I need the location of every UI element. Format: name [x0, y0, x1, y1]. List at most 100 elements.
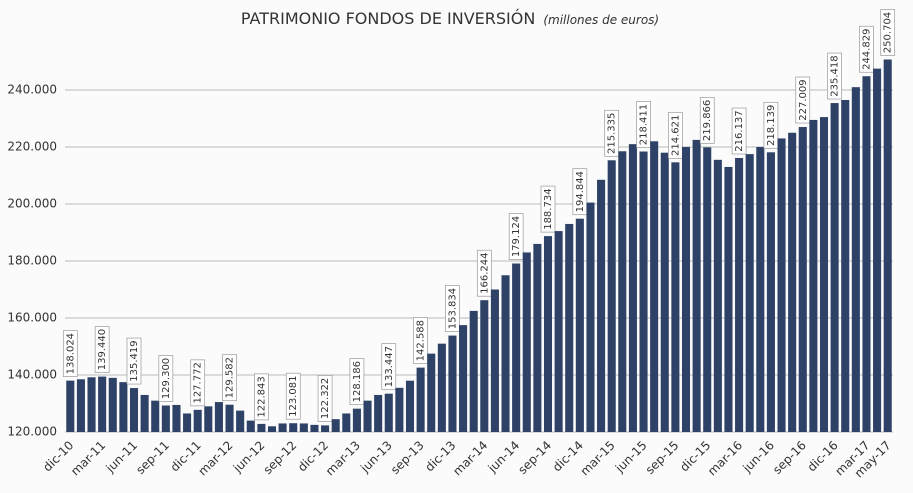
value-label: 122.322 [320, 378, 331, 419]
y-tick-label: 200.000 [7, 197, 57, 211]
bar [735, 158, 744, 432]
bar [299, 423, 308, 432]
bar [660, 152, 669, 432]
bar [873, 68, 882, 432]
value-label-box [476, 249, 492, 297]
value-label: 218.411 [639, 104, 650, 145]
value-label-box [636, 101, 651, 148]
value-label-box [763, 101, 779, 149]
bar [172, 404, 181, 432]
bar [543, 236, 553, 432]
bar [204, 406, 213, 432]
bar [225, 404, 234, 432]
value-label-box [572, 168, 588, 216]
value-label: 215.335 [607, 113, 618, 154]
value-label-box [349, 358, 365, 406]
bar [310, 424, 319, 432]
bar [480, 300, 489, 432]
bar [321, 425, 330, 432]
value-label-box [190, 359, 206, 407]
value-label: 122.843 [256, 376, 267, 417]
bar [522, 252, 531, 432]
bar [777, 138, 786, 432]
bar [246, 420, 255, 432]
bar [214, 402, 223, 432]
bar [501, 275, 510, 432]
value-label-box [508, 213, 524, 260]
bar [98, 376, 107, 432]
bar [129, 388, 139, 432]
bar [766, 152, 775, 433]
bar [289, 423, 298, 432]
bar [427, 353, 436, 432]
value-label: 129.582 [225, 357, 236, 398]
bar [108, 377, 117, 432]
value-label-box [795, 76, 811, 124]
chart-title-group: PATRIMONIO FONDOS DE INVERSIÓN (millones … [241, 9, 659, 28]
value-label: 127.772 [193, 362, 204, 403]
bar [788, 132, 797, 432]
bar [66, 380, 75, 432]
bar [140, 394, 149, 432]
bar [374, 394, 383, 432]
bar [671, 162, 680, 433]
bar [851, 87, 860, 433]
value-label: 250.704 [883, 12, 894, 53]
value-label: 216.137 [734, 110, 745, 151]
bar [437, 343, 446, 432]
value-label: 138.024 [65, 333, 76, 374]
bar [819, 117, 829, 432]
bar [352, 408, 361, 432]
x-tick-label: sep-11 [133, 438, 172, 477]
bar [331, 419, 340, 432]
bar [119, 382, 128, 432]
bar [841, 99, 850, 432]
bar [257, 423, 266, 432]
bar [76, 379, 85, 432]
value-label: 139.440 [97, 329, 108, 370]
bar [469, 310, 478, 432]
bar [236, 410, 245, 432]
bar [512, 263, 521, 432]
bar [692, 139, 701, 432]
x-tick-label: mar-13 [323, 438, 363, 478]
value-label-box [604, 109, 620, 157]
bar [597, 179, 606, 432]
value-label-box [62, 330, 78, 377]
bar [862, 76, 871, 432]
x-tick-label: mar-12 [195, 438, 235, 478]
value-label-box [413, 317, 428, 364]
x-tick-label: jun-15 [612, 438, 650, 476]
chart-title: PATRIMONIO FONDOS DE INVERSIÓN [241, 9, 535, 28]
value-label-box [317, 375, 333, 422]
bar [830, 103, 839, 432]
x-tick-label: jun-16 [739, 438, 777, 476]
value-label: 166.244 [479, 253, 490, 294]
bar [681, 147, 691, 432]
value-label: 153.834 [447, 288, 458, 329]
value-label-box [827, 52, 842, 100]
value-label-box [126, 337, 142, 385]
value-label: 218.139 [766, 105, 777, 146]
value-label-box [381, 343, 397, 391]
bar [745, 154, 754, 432]
bar [809, 119, 818, 433]
bar [161, 405, 170, 432]
x-tick-label: mar-16 [705, 438, 745, 478]
bar [628, 144, 637, 432]
value-label: 188.734 [543, 188, 554, 229]
value-label: 133.447 [384, 346, 395, 387]
bar [565, 223, 574, 432]
value-label-box [540, 185, 556, 233]
value-label-box [731, 107, 747, 155]
bar [278, 423, 287, 432]
value-label: 123.081 [288, 376, 299, 417]
x-tick-label: sep-16 [770, 438, 809, 477]
bar [405, 380, 415, 432]
value-label-box [222, 354, 237, 402]
value-label: 244.829 [861, 29, 872, 70]
value-label-box [699, 97, 715, 144]
y-tick-label: 180.000 [7, 254, 57, 268]
bar [575, 218, 584, 432]
